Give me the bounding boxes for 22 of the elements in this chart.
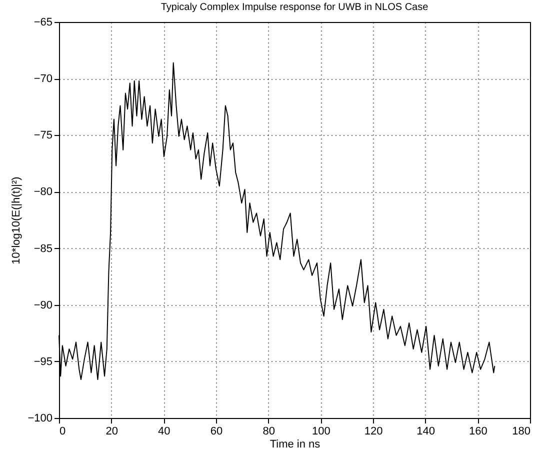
y-tick-label: −65 — [34, 16, 52, 28]
x-tick-label: 100 — [312, 426, 330, 438]
x-tick-label: 160 — [468, 426, 488, 438]
y-tick-label: −70 — [34, 73, 52, 86]
x-tick-label: 140 — [416, 426, 436, 438]
y-tick-label: −90 — [34, 299, 52, 312]
y-tick-label: −75 — [34, 130, 52, 142]
y-tick-label: −80 — [34, 186, 52, 198]
x-tick-label: 180 — [512, 426, 530, 438]
y-tick-label: −100 — [28, 412, 52, 424]
x-axis-title: Time in ns — [270, 438, 321, 450]
x-tick-label: 120 — [364, 426, 383, 438]
x-tick-label: 60 — [210, 426, 223, 438]
y-tick-label: −85 — [34, 242, 52, 255]
line-series — [58, 62, 496, 380]
chart-title: Typicaly Complex Impulse response for UWB in NLOS Case — [160, 2, 429, 13]
y-tick-label: −95 — [34, 356, 52, 368]
y-axis-title: 10*log10(E(|h(t)|²) — [10, 176, 23, 264]
x-tick-label: 40 — [158, 426, 170, 438]
x-tick-label: 20 — [106, 426, 118, 438]
x-tick-label: 80 — [262, 426, 275, 438]
x-tick-label: 0 — [60, 426, 66, 438]
